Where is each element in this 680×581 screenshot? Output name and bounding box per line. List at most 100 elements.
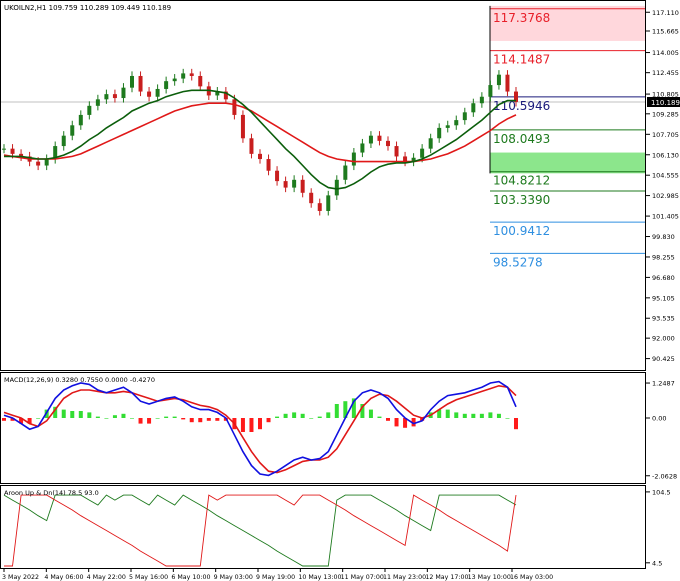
macd-histogram-bar: [505, 418, 510, 419]
macd-histogram-bar: [445, 409, 450, 418]
price-tick-label: 93.535: [652, 315, 675, 323]
price-tick-label: 106.130: [652, 151, 679, 159]
candle-body: [283, 181, 288, 188]
macd-histogram-bar: [411, 418, 416, 427]
time-tick-label: 13 May 10:00: [468, 574, 511, 581]
candle-body: [258, 153, 262, 160]
candle-body: [138, 75, 143, 92]
time-tick-label: 4 May 06:00: [44, 574, 83, 581]
candle-body: [87, 105, 92, 115]
macd-panel-frame: [0, 372, 646, 484]
macd-histogram-bar: [147, 418, 152, 424]
candle-body: [240, 114, 245, 139]
price-tick-label: 109.285: [652, 110, 679, 118]
candle-body: [471, 103, 476, 113]
price-tick-label: 110.805: [652, 91, 679, 99]
candle-body: [275, 170, 280, 182]
candle-body: [394, 146, 399, 157]
candle-body: [360, 143, 365, 153]
macd-histogram-bar: [130, 418, 134, 419]
aroon-down-line: [4, 494, 517, 567]
macd-histogram-bar: [351, 398, 356, 418]
candle-body: [309, 192, 314, 204]
time-tick-label: 12 May 17:00: [425, 574, 468, 581]
level-zone: [490, 5, 646, 41]
macd-histogram-bar: [317, 416, 322, 418]
macd-histogram-bar: [138, 418, 143, 424]
time-tick-label: 11 May 07:00: [341, 574, 384, 581]
candle-body: [223, 91, 228, 100]
macd-histogram-bar: [275, 416, 280, 418]
macd-histogram-bar: [70, 411, 75, 418]
candle-body: [249, 138, 254, 154]
candle-body: [317, 203, 322, 211]
aroon-tick-label: 4.5: [652, 559, 662, 567]
macd-tick-label: 1.2487: [652, 380, 675, 388]
time-axis: 3 May 2022 4 May 06:00 4 May 22:00 5 May 16…: [2, 569, 553, 581]
current-price-value: 110.189: [651, 99, 680, 107]
price-tick-label: 96.680: [652, 274, 675, 282]
macd-histogram-bar: [27, 418, 32, 424]
macd-histogram-bar: [488, 412, 493, 418]
macd-histogram-bar: [206, 418, 211, 421]
level-zone: [490, 152, 646, 174]
time-tick-label: 11 May 23:00: [383, 574, 426, 581]
candle-body: [198, 75, 203, 87]
macd-histogram-bar: [164, 416, 169, 418]
aroon-tick-label: 104.5: [652, 488, 671, 496]
time-tick-label: 3 May 2022: [2, 574, 39, 581]
time-tick-label: 9 May 19:00: [256, 574, 295, 581]
level-label: 98.5278: [493, 255, 543, 269]
candle-body: [300, 179, 305, 193]
candle-body: [53, 146, 58, 160]
candle-body: [386, 140, 390, 147]
macd-histogram-bar: [61, 409, 66, 418]
macd-histogram-bar: [462, 413, 467, 418]
macd-tick-label: -2.0628: [652, 472, 677, 480]
time-tick-label: 4 May 22:00: [87, 574, 126, 581]
ma-fast-line: [4, 89, 516, 190]
candle-body: [292, 179, 297, 188]
macd-histogram-bar: [189, 418, 194, 423]
price-tick-label: 92.000: [652, 335, 675, 343]
candle-body: [343, 165, 348, 180]
macd-tick-label: 0.00: [652, 415, 666, 423]
macd-histogram-bar: [386, 418, 390, 421]
macd-histogram-bar: [121, 413, 126, 418]
current-price-tag: 110.189: [647, 97, 680, 107]
time-tick-label: 5 May 16:00: [129, 574, 168, 581]
macd-histogram-bar: [496, 413, 501, 418]
price-tick-label: 102.985: [652, 192, 679, 200]
candle-body: [368, 135, 373, 144]
time-tick-label: 9 May 03:00: [214, 574, 253, 581]
candle-body: [61, 135, 66, 147]
level-label: 110.5946: [493, 99, 550, 113]
macd-histogram-bar: [326, 412, 331, 418]
macd-histogram-bar: [368, 409, 373, 418]
macd-histogram-bar: [377, 416, 382, 418]
level-label: 108.0493: [493, 132, 550, 146]
aroon-label: Aroon Up & Dn(14) 78.5 93.0: [4, 489, 99, 497]
price-tick-label: 98.255: [652, 253, 675, 261]
aroon-panel: Aroon Up & Dn(14) 78.5 93.0: [3, 489, 517, 567]
level-label: 104.8212: [493, 174, 550, 188]
macd-histogram-bar: [112, 415, 117, 418]
candle-body: [428, 138, 433, 149]
level-label: 100.9412: [493, 224, 550, 238]
price-tick-label: 117.110: [652, 9, 679, 17]
price-tick-label: 112.455: [652, 69, 679, 77]
time-tick-label: 10 May 13:00: [298, 574, 341, 581]
candle-body: [155, 88, 160, 97]
candle-body: [420, 148, 425, 158]
macd-lines: [3, 380, 517, 477]
price-panel-frame: [0, 0, 646, 371]
candle-body: [104, 94, 109, 100]
level-label: 114.1487: [493, 53, 550, 67]
candle-body: [334, 179, 339, 196]
candle-body: [479, 96, 484, 104]
macd-histogram-bar: [53, 406, 58, 418]
candle-body: [70, 125, 75, 136]
candle-body: [181, 73, 186, 79]
